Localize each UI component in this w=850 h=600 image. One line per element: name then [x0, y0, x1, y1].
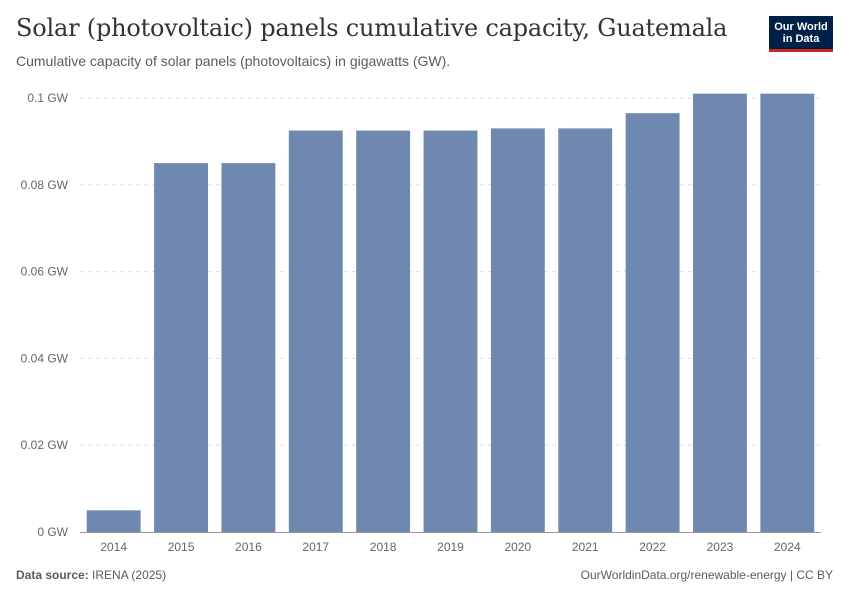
chart-subtitle: Cumulative capacity of solar panels (pho…	[16, 53, 451, 69]
bar	[760, 93, 815, 532]
bar	[288, 130, 343, 533]
y-tick-label: 0.08 GW	[21, 178, 69, 192]
y-tick-label: 0.06 GW	[21, 265, 69, 279]
y-tick-label: 0 GW	[37, 525, 68, 539]
bar	[221, 163, 276, 532]
y-tick-label: 0.02 GW	[21, 438, 69, 452]
bar	[625, 113, 680, 532]
bar	[490, 128, 545, 532]
x-tick-label: 2017	[302, 540, 329, 554]
bar	[356, 130, 411, 533]
x-tick-label: 2020	[505, 540, 532, 554]
bar	[558, 128, 613, 532]
footer-credit[interactable]: OurWorldinData.org/renewable-energy | CC…	[580, 568, 833, 582]
y-tick-label: 0.1 GW	[27, 91, 68, 105]
bar-chart: 0 GW 0.02 GW 0.04 GW 0.06 GW 0.08 GW 0.1 GW 20…	[21, 91, 821, 554]
x-tick-label: 2024	[774, 540, 801, 554]
data-source-label: Data source:	[16, 568, 89, 582]
logo-line-2: in Data	[782, 33, 820, 45]
x-tick-label: 2016	[235, 540, 262, 554]
y-tick-label: 0.04 GW	[21, 351, 69, 365]
data-source-value[interactable]: IRENA (2025)	[92, 568, 167, 582]
logo-line-1: Our World	[774, 21, 828, 33]
bar	[86, 510, 141, 532]
bar	[154, 163, 208, 532]
x-tick-label: 2015	[168, 540, 195, 554]
data-source: Data source: IRENA (2025)	[16, 568, 166, 582]
x-tick-label: 2018	[370, 540, 397, 554]
x-tick-label: 2022	[639, 540, 666, 554]
chart-title: Solar (photovoltaic) panels cumulative c…	[16, 14, 728, 42]
x-tick-label: 2023	[707, 540, 734, 554]
x-tick-label: 2019	[437, 540, 464, 554]
x-tick-label: 2014	[100, 540, 127, 554]
bar	[693, 93, 747, 532]
x-tick-label: 2021	[572, 540, 599, 554]
owid-logo[interactable]: Our World in Data	[769, 16, 833, 52]
bar	[423, 130, 478, 533]
